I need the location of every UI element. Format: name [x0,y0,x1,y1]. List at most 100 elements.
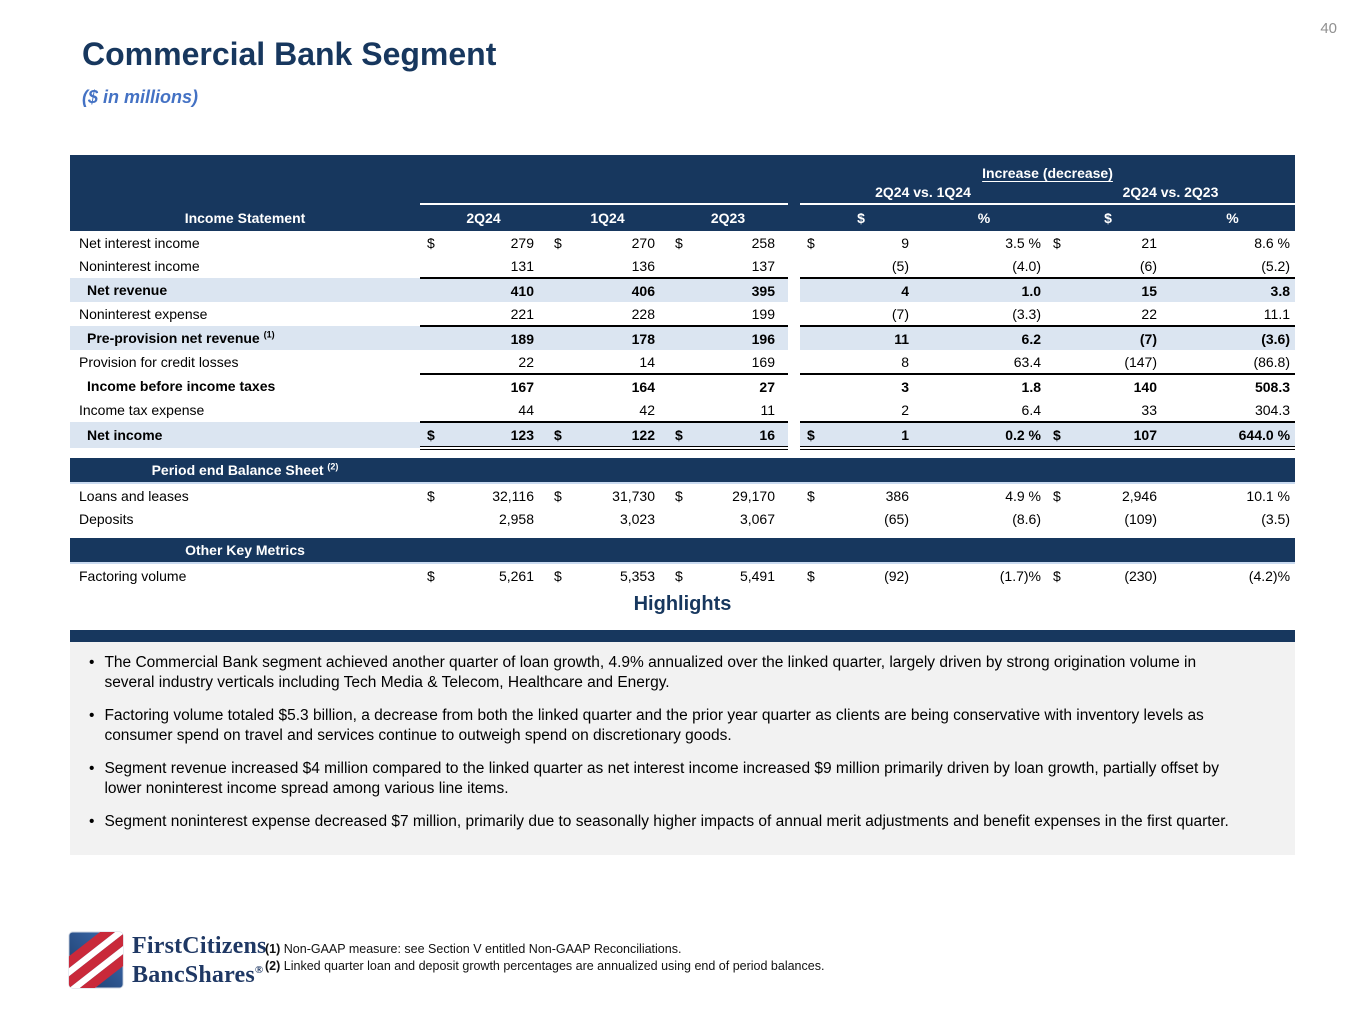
financial-table: Increase (decrease) 2Q24 vs. 1Q24 2Q24 v… [70,155,1296,587]
metrics-band-section: Other Key Metrics [70,530,1296,564]
cell-value: $279 [427,234,534,251]
cell-value: 11.1 [1263,305,1291,322]
cell-value: $386 [807,487,909,504]
highlight-bullet: • Factoring volume totaled $5.3 billion, … [89,706,1204,745]
cell-value: (3.6) [1170,325,1296,350]
increase-decrease-header: Increase (decrease) [800,155,1296,181]
cell-value: 169 [751,353,775,370]
table-row: Deposits 2,958 3,023 3,067 (65) (8.6) (109) (3.… [70,507,1295,530]
table-row: Net interest income $279 $270 $258 $9 3.5 % $2… [70,231,1295,254]
highlights-title: Highlights [633,593,732,615]
column-gap [788,350,800,374]
cell-value: 3 [800,373,922,398]
header-spacer [70,181,800,204]
cell-value: (1.7)% [999,567,1041,584]
logo-line1: FirstCitizens [132,932,267,959]
cell-value: $123 [420,421,547,450]
cell-value: $9 [807,234,909,251]
cell-value: $258 [675,234,775,251]
balance-sheet-rows: Loans and leases $32,116 $31,730 $29,170 $38… [70,483,1295,530]
column-gap [788,374,800,398]
logo-wordmark: FirstCitizens BancShares® [132,934,267,987]
cell-value: 4.9 % [1005,487,1041,504]
highlights-divider-bar [70,630,1295,642]
row-label: Net revenue [70,278,420,302]
footnote-2: (2) Linked quarter loan and deposit grow… [265,959,825,973]
cell-value: $1 [800,421,922,450]
cell-value: $5,353 [554,567,655,584]
highlight-bullet: • Segment noninterest expense decreased $… [89,812,1229,830]
highlights-list: • The Commercial Bank segment achieved an… [70,642,1295,832]
firstcitizens-flag-icon [68,931,124,989]
cell-value: 0.2 % [922,421,1046,450]
column-gap [788,398,800,422]
row-label: Pre-provision net revenue (1) [70,326,420,350]
cell-value: (5) [891,257,909,274]
vs-2q23-header: 2Q24 vs. 2Q23 [1046,181,1296,204]
cell-value: 2 [901,401,909,418]
column-gap [788,507,800,530]
cell-value: 8.6 % [1254,234,1291,251]
column-gap [788,204,800,231]
balance-sheet-band: Period end Balance Sheet (2) [70,458,1296,484]
cell-value: 42 [639,401,655,418]
cell-value: 22 [1141,305,1157,322]
highlight-bullet: • Segment revenue increased $4 million co… [89,759,1219,798]
cell-value: 189 [420,325,547,350]
cell-value: (4.2)% [1248,567,1291,584]
cell-value: $5,261 [427,567,534,584]
cell-value: (3.5) [1261,510,1291,527]
cell-value: $16 [668,421,788,450]
cell-value: 508.3 [1170,373,1296,398]
cell-value: 44 [518,401,534,418]
cell-value: $122 [547,421,668,450]
cell-value: 3.5 % [1005,234,1041,251]
cell-value: 15 [1046,277,1170,302]
cell-value: 140 [1046,373,1170,398]
cell-value: $21 [1053,234,1157,251]
cell-value: 6.2 [922,325,1046,350]
table-row: Net revenue 410 406 395 4 1.0 15 3.8 [70,277,1296,302]
cell-value: 3.8 [1170,277,1296,302]
cell-value: 63.4 [1013,353,1041,370]
cell-value: $2,946 [1053,487,1157,504]
column-gap [788,231,800,254]
cell-value: (109) [1124,510,1157,527]
cell-value: 14 [639,353,655,370]
cell-value: $29,170 [675,487,775,504]
page-number: 40 [1320,20,1337,37]
footnote-1: (1) Non-GAAP measure: see Section V enti… [265,942,682,956]
cell-value: 196 [668,325,788,350]
cell-value: (65) [884,510,909,527]
column-gap [788,254,800,278]
cell-value: 167 [420,373,547,398]
firstcitizens-logo: FirstCitizens BancShares® [68,928,267,992]
table-row: Loans and leases $32,116 $31,730 $29,170 $38… [70,483,1295,507]
col-pct-vs-1q24: % [922,203,1046,231]
row-label: Deposits [79,510,134,527]
row-label: Noninterest expense [79,306,208,322]
table-row: Income before income taxes 167 164 27 3 1.8 14… [70,373,1296,398]
table-row: Provision for credit losses 22 14 169 8 63.4 (… [70,350,1295,374]
cell-value: 27 [668,373,788,398]
cell-value: 131 [510,257,534,274]
table-row: Income tax expense 44 42 11 2 6.4 33 304.3 [70,398,1295,422]
cell-value: 406 [547,277,668,302]
cell-value: (6) [1139,257,1157,274]
col-2q23: 2Q23 [668,203,788,231]
section-gap [70,530,1295,538]
cell-value: 199 [751,305,775,322]
footnotes: (1) Non-GAAP measure: see Section V enti… [265,941,824,975]
income-statement-rows: Net interest income $279 $270 $258 $9 3.5 % $2… [70,231,1296,450]
cell-value: 395 [668,277,788,302]
column-gap [788,563,800,587]
cell-value: 644.0 % [1170,421,1296,450]
balance-sheet-band-label: Period end Balance Sheet (2) [151,461,339,478]
section-gap [70,448,1295,458]
cell-value: 11 [800,325,922,350]
col-2q24: 2Q24 [420,203,547,231]
page-title: Commercial Bank Segment [82,36,497,72]
cell-value: 6.4 [1021,401,1041,418]
cell-value: $107 [1046,421,1170,450]
cell-value: $31,730 [554,487,655,504]
